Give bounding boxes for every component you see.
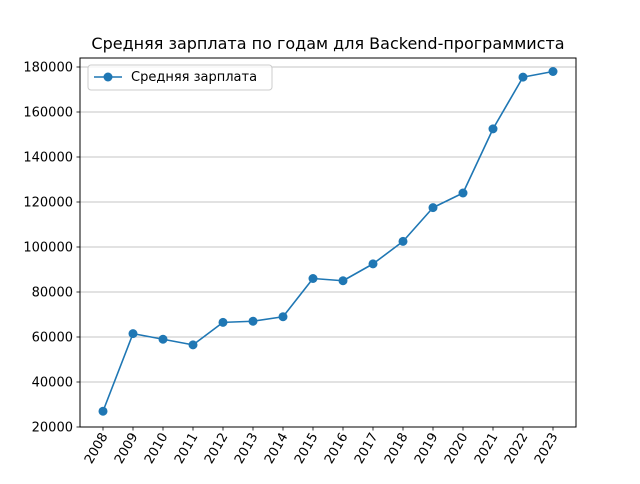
data-point [158, 334, 168, 344]
data-point [368, 259, 378, 269]
x-tick-label: 2020 [442, 431, 472, 467]
x-axis: 2008 2009 2010 2011 2012 2013 2014 2015 2016 2017… [82, 427, 562, 467]
legend: Средняя зарплата [87, 64, 273, 91]
x-tick-label: 2021 [472, 431, 502, 467]
data-point [278, 312, 288, 322]
legend-box [87, 64, 273, 91]
chart-title: Средняя зарплата по годам для Backend-пр… [91, 34, 564, 53]
plot-frame [79, 57, 577, 428]
x-tick-label: 2016 [322, 431, 352, 467]
y-tick-label: 40000 [32, 376, 73, 391]
data-point [308, 274, 318, 283]
data-point [458, 188, 468, 198]
x-tick-label: 2015 [292, 431, 322, 467]
data-point [338, 276, 348, 286]
grid-lines [80, 66, 576, 428]
y-tick-label: 160000 [23, 106, 73, 121]
data-point [188, 340, 198, 350]
x-tick-label: 2017 [352, 431, 382, 467]
series-line [102, 70, 554, 412]
data-point [98, 406, 108, 416]
x-tick-label: 2018 [382, 431, 412, 467]
series-layer [98, 67, 558, 416]
y-tick-label: 140000 [23, 151, 73, 166]
x-tick-label: 2009 [112, 431, 142, 467]
data-point [218, 317, 228, 327]
x-tick-label: 2022 [502, 431, 532, 467]
x-tick-label: 2013 [232, 431, 262, 467]
y-tick-label: 60000 [32, 331, 73, 346]
x-tick-label: 2010 [142, 431, 172, 467]
x-tick-label: 2012 [202, 431, 232, 467]
y-tick-label: 100000 [23, 241, 73, 256]
data-point [548, 67, 558, 76]
x-tick-label: 2014 [262, 431, 292, 467]
y-axis: 20000 40000 60000 80000 100000 120000 140000 16… [23, 61, 80, 436]
y-tick-label: 20000 [32, 421, 73, 436]
legend-label: Средняя зарплата [131, 70, 257, 85]
data-point [398, 236, 408, 246]
x-tick-label: 2008 [82, 431, 112, 467]
data-point [248, 316, 258, 326]
y-tick-label: 80000 [32, 286, 73, 301]
data-point [428, 203, 438, 213]
data-point [128, 329, 138, 339]
legend-marker [103, 72, 113, 82]
x-tick-label: 2019 [412, 431, 442, 467]
y-tick-label: 120000 [23, 196, 73, 211]
x-tick-label: 2011 [172, 431, 202, 467]
data-point [518, 72, 528, 82]
y-tick-label: 180000 [23, 61, 73, 76]
data-point [488, 124, 498, 134]
x-tick-label: 2023 [532, 431, 562, 467]
